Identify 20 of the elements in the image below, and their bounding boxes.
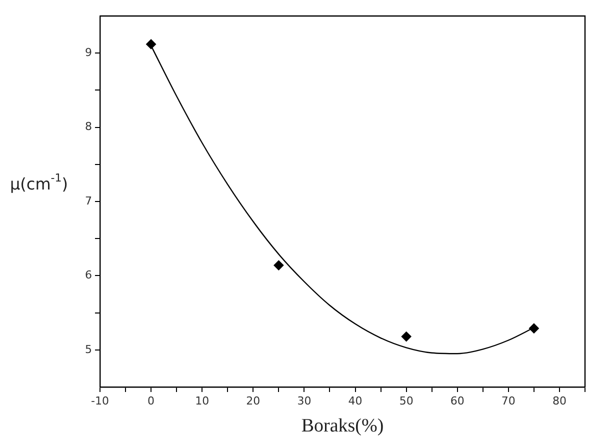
x-tick-label: 80 <box>552 394 566 408</box>
point <box>146 39 156 50</box>
y-tick-label: 8 <box>85 120 92 134</box>
point <box>401 332 412 342</box>
x-tick-label: 70 <box>501 394 516 408</box>
x-tick-label: 50 <box>399 394 414 408</box>
point <box>528 323 539 334</box>
x-tick-label: 10 <box>195 394 210 408</box>
x-axis-title: Boraks(%) <box>301 416 384 437</box>
y-tick-label: 7 <box>85 194 92 208</box>
x-tick-label: 0 <box>148 394 155 408</box>
x-tick-label: 30 <box>297 394 312 408</box>
y-tick-label: 6 <box>85 268 92 282</box>
x-tick-label: 40 <box>348 394 362 408</box>
y-tick-label: 9 <box>85 46 92 59</box>
x-tick-label: 60 <box>450 394 464 408</box>
x-tick-label: -10 <box>91 394 109 408</box>
y-tick-label: 5 <box>85 342 92 356</box>
point <box>274 260 284 270</box>
x-tick-label: 20 <box>246 394 260 408</box>
